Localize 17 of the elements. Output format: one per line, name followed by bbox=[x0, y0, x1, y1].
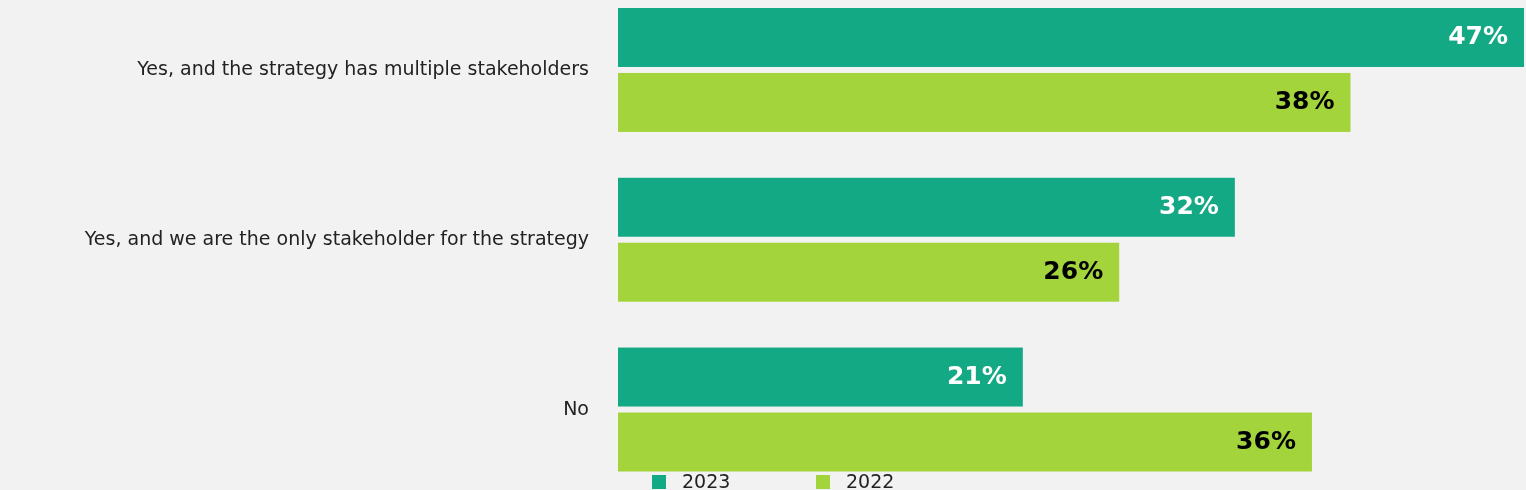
bar bbox=[618, 242, 1120, 302]
data-label: 26% bbox=[1043, 256, 1104, 286]
bar bbox=[618, 412, 1312, 472]
legend-label: 2022 bbox=[846, 469, 895, 490]
legend-label: 2023 bbox=[682, 469, 731, 490]
bar bbox=[618, 8, 1524, 67]
data-label: 38% bbox=[1274, 86, 1335, 116]
bar bbox=[618, 177, 1235, 237]
bar bbox=[618, 347, 1023, 407]
y-tick-label: No bbox=[563, 397, 589, 420]
data-label: 32% bbox=[1159, 191, 1219, 221]
y-tick-label: Yes, and the strategy has multiple stakeholders bbox=[136, 57, 589, 80]
bar bbox=[618, 72, 1351, 132]
data-label: 47% bbox=[1448, 21, 1508, 51]
y-tick-label: Yes, and we are the only stakeholder for the strategy bbox=[83, 227, 589, 250]
data-label: 36% bbox=[1236, 426, 1296, 456]
data-label: 21% bbox=[946, 361, 1007, 391]
